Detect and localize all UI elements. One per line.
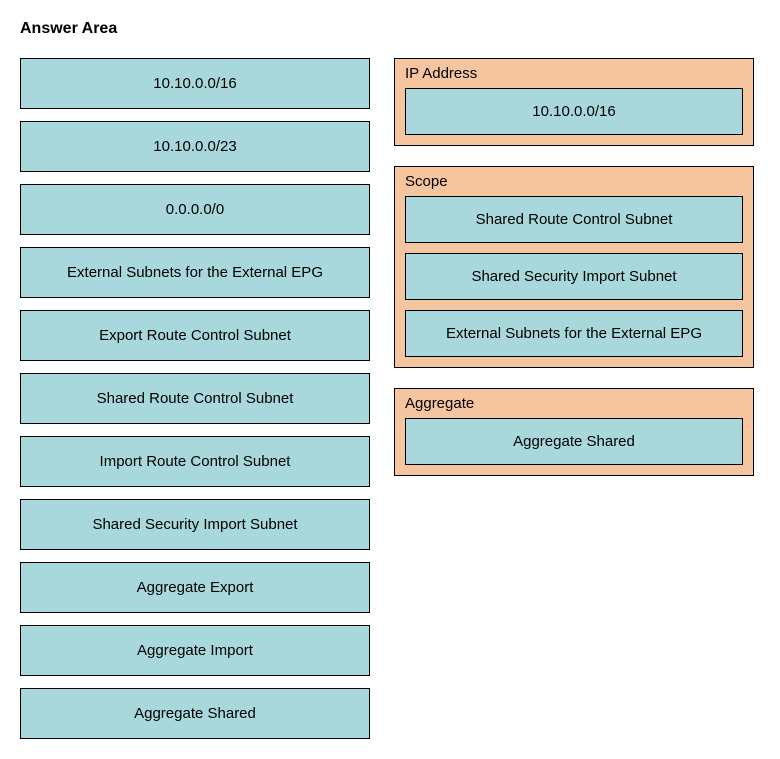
drop-zone-ip-address[interactable]: IP Address 10.10.0.0/16 <box>394 58 754 146</box>
page-title: Answer Area <box>20 20 760 38</box>
source-item[interactable]: Shared Route Control Subnet <box>20 373 370 424</box>
drop-zone-label: IP Address <box>405 65 743 82</box>
target-column: IP Address 10.10.0.0/16 Scope Shared Rou… <box>394 58 754 739</box>
main-container: 10.10.0.0/16 10.10.0.0/23 0.0.0.0/0 Exte… <box>20 58 760 739</box>
drop-zone-scope[interactable]: Scope Shared Route Control Subnet Shared… <box>394 166 754 368</box>
drop-zone-label: Aggregate <box>405 395 743 412</box>
source-item[interactable]: Import Route Control Subnet <box>20 436 370 487</box>
source-item[interactable]: External Subnets for the External EPG <box>20 247 370 298</box>
dropped-item[interactable]: Shared Security Import Subnet <box>405 253 743 300</box>
dropped-item[interactable]: Shared Route Control Subnet <box>405 196 743 243</box>
source-item[interactable]: Export Route Control Subnet <box>20 310 370 361</box>
source-item[interactable]: Aggregate Export <box>20 562 370 613</box>
drop-zone-items: Shared Route Control Subnet Shared Secur… <box>405 196 743 357</box>
source-item[interactable]: Aggregate Shared <box>20 688 370 739</box>
source-item[interactable]: Shared Security Import Subnet <box>20 499 370 550</box>
dropped-item[interactable]: External Subnets for the External EPG <box>405 310 743 357</box>
dropped-item[interactable]: 10.10.0.0/16 <box>405 88 743 135</box>
source-item[interactable]: 0.0.0.0/0 <box>20 184 370 235</box>
source-column: 10.10.0.0/16 10.10.0.0/23 0.0.0.0/0 Exte… <box>20 58 370 739</box>
drop-zone-items: Aggregate Shared <box>405 418 743 465</box>
drop-zone-items: 10.10.0.0/16 <box>405 88 743 135</box>
source-item[interactable]: Aggregate Import <box>20 625 370 676</box>
dropped-item[interactable]: Aggregate Shared <box>405 418 743 465</box>
source-item[interactable]: 10.10.0.0/16 <box>20 58 370 109</box>
drop-zone-aggregate[interactable]: Aggregate Aggregate Shared <box>394 388 754 476</box>
source-item[interactable]: 10.10.0.0/23 <box>20 121 370 172</box>
drop-zone-label: Scope <box>405 173 743 190</box>
